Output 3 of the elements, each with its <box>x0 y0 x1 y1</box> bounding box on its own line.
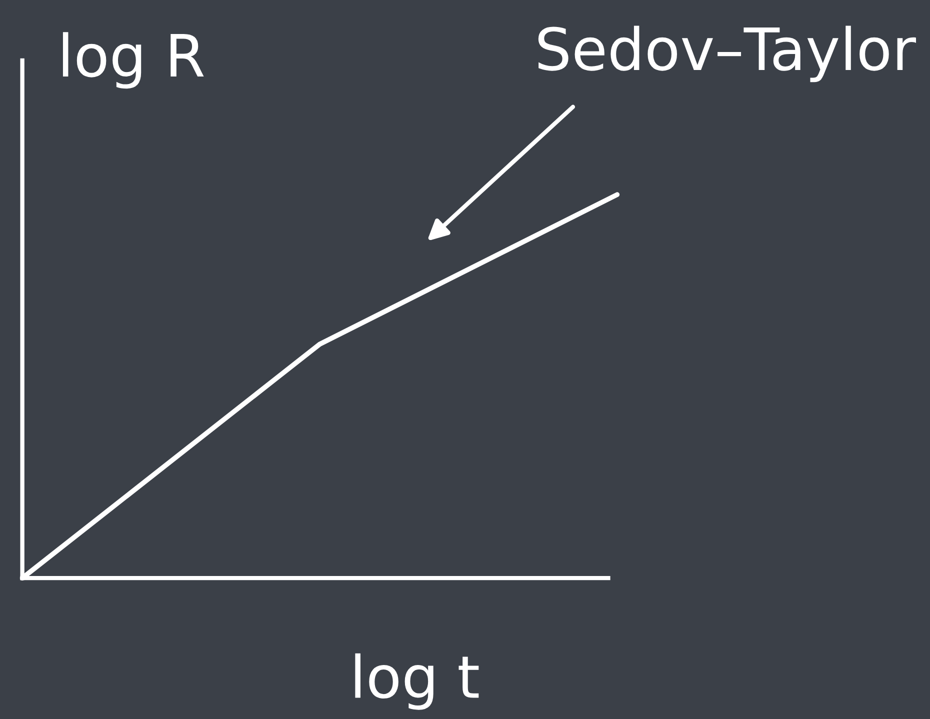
text: Sedov–Taylor <box>538 26 916 82</box>
y-axis-title: log R <box>62 32 204 89</box>
x-axis-title: log t <box>355 653 479 710</box>
